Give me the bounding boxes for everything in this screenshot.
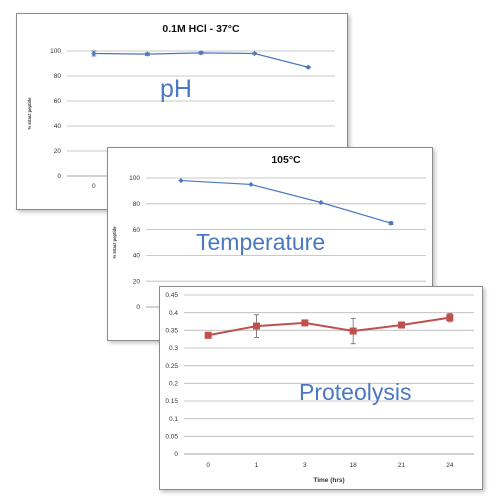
y-tick-label: 20 [54,148,62,155]
y-tick-label: 0.45 [165,292,178,299]
y-axis-label: % Intact peptide [27,97,32,130]
chart-title: 0.1M HCl - 37°C [162,23,240,35]
data-point [253,322,260,330]
y-tick-label: 0 [57,173,61,180]
y-tick-label: 0.15 [165,398,178,405]
y-tick-label: 40 [133,253,141,260]
series-line [207,316,450,337]
y-tick-label: 0.35 [165,328,178,335]
data-point [301,319,309,327]
data-point [388,220,394,226]
temperature-overlay-label: Temperature [196,229,326,255]
data-point [252,50,258,57]
y-axis-label: % Intact peptide [112,226,117,259]
y-tick-label: 0.2 [169,381,178,388]
data-point [91,50,97,57]
data-point [398,321,405,329]
y-tick-label: 80 [54,73,62,80]
ph-overlay-label: pH [160,75,192,103]
data-point [198,50,204,56]
x-tick-label: 3 [303,462,307,469]
y-tick-label: 60 [133,227,141,234]
data-point [248,181,254,188]
y-tick-label: 0.1 [169,416,178,423]
data-point [318,199,324,206]
data-point [349,327,357,335]
y-tick-label: 0 [136,304,140,311]
x-tick-label: 24 [446,462,454,469]
x-axis-label: Time (hrs) [313,477,344,484]
data-point [144,51,150,57]
y-tick-label: 80 [133,201,141,208]
data-point [446,314,454,322]
y-tick-label: 0.05 [165,434,178,441]
y-tick-label: 20 [133,278,141,285]
proteolysis-overlay-label: Proteolysis [299,379,412,405]
data-point [204,331,212,339]
y-tick-label: 0.4 [169,310,178,317]
x-tick-label: 18 [350,462,358,469]
chart-title: 105°C [271,154,301,166]
y-tick-label: 60 [54,98,62,105]
y-tick-label: 0.25 [165,363,178,370]
y-tick-label: 100 [129,175,140,182]
data-point [305,64,311,70]
y-tick-label: 100 [50,48,61,55]
proteolysis-chart-panel: 0 0.05 0.1 0.15 0.2 0.25 0.3 0.35 0.4 0.45 0 1 3 18 21… [159,286,483,490]
x-tick-label: 0 [92,183,96,190]
x-tick-label: 0 [206,462,210,469]
x-tick-label: 1 [255,462,259,469]
proteolysis-chart: 0 0.05 0.1 0.15 0.2 0.25 0.3 0.35 0.4 0.45 0 1 3 18 21… [165,292,474,484]
y-tick-label: 40 [54,123,62,130]
y-tick-label: 0 [174,451,178,458]
series-line [180,179,392,224]
x-tick-label: 21 [398,462,406,469]
data-point [178,177,184,184]
y-tick-label: 0.3 [169,345,178,352]
